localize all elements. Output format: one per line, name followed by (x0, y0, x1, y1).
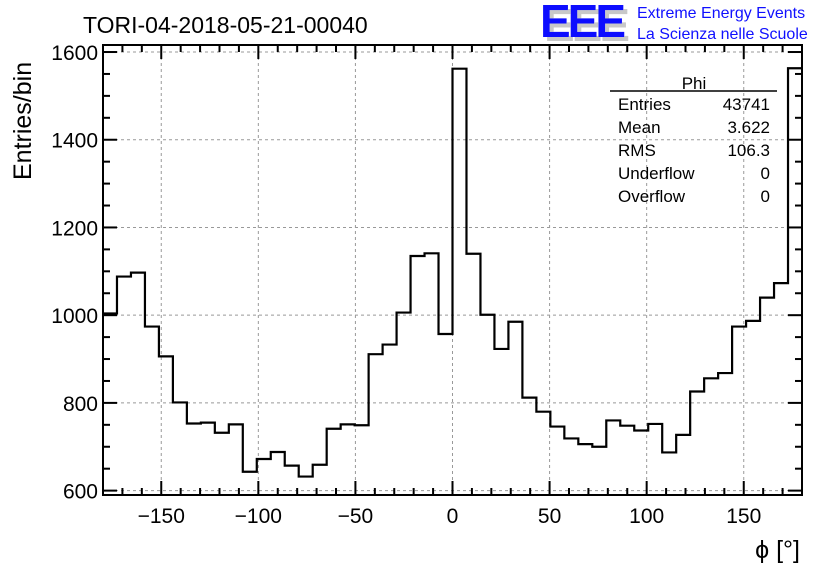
stats-label: Mean (618, 118, 661, 137)
stats-label: Entries (618, 95, 671, 114)
histogram-bin (187, 424, 201, 495)
histogram-bin (788, 68, 802, 495)
histogram-bin (229, 424, 243, 495)
histogram-bin (620, 426, 634, 495)
histogram-bin (746, 321, 760, 495)
eee-logo: EEE Extreme Energy Events La Scienza nel… (540, 0, 808, 47)
stats-value: 106.3 (727, 141, 770, 160)
histogram-bin (648, 424, 662, 495)
histogram-bin (327, 429, 341, 495)
histogram-bin (131, 273, 145, 495)
histogram-bin (425, 253, 439, 495)
x-tick-label: 50 (538, 505, 561, 528)
histogram-bin (355, 425, 369, 495)
histogram-outline (103, 67, 802, 478)
x-tick-label: 150 (726, 505, 761, 528)
x-axis-label: ϕ [°] (755, 536, 800, 564)
histogram-bin (522, 398, 536, 495)
histogram-bin (760, 298, 774, 495)
histogram-bin (480, 315, 494, 495)
x-tick-label: 0 (447, 505, 459, 528)
histogram-bin (564, 438, 578, 495)
histogram-bin (201, 423, 215, 495)
histogram-bin (550, 427, 564, 495)
histogram-bin (117, 277, 131, 495)
stats-label: Overflow (618, 187, 686, 206)
histogram-bin (592, 447, 606, 495)
y-tick-label: 1600 (51, 42, 98, 65)
axes: −150 −100 −50 0 50 100 150 600 800 1000 1200 1400 16… (51, 42, 803, 528)
histogram-bin (578, 444, 592, 495)
x-tick-label: 100 (629, 505, 664, 528)
histogram-bin (341, 424, 355, 495)
histogram-bin (383, 345, 397, 495)
histogram-bin (466, 254, 480, 495)
y-tick-label: 1400 (51, 130, 98, 153)
y-tick-label: 800 (63, 393, 98, 416)
x-tick-label: −50 (338, 505, 374, 528)
x-tick-label: −100 (235, 505, 282, 528)
histogram-bin (173, 402, 187, 495)
stats-value: 3.622 (727, 118, 770, 137)
stats-label: Underflow (618, 164, 695, 183)
y-tick-label: 1000 (51, 305, 98, 328)
histogram-bin (494, 349, 508, 495)
logo-line-1: Extreme Energy Events (637, 5, 805, 22)
y-tick-label: 600 (63, 481, 98, 504)
histogram-bin (439, 334, 453, 495)
histogram-bin (145, 327, 159, 495)
histogram-bin (718, 373, 732, 495)
histogram-bin (536, 412, 550, 495)
histogram-bin (215, 433, 229, 495)
stats-box: Phi Entries 43741 Mean 3.622 RMS 106.3 Underfl… (610, 74, 777, 206)
histogram-bin (369, 354, 383, 495)
y-tick-label: 1200 (51, 217, 98, 240)
histogram-bin (690, 391, 704, 495)
histogram-bin (676, 435, 690, 495)
histogram-bin (243, 472, 257, 495)
stats-label: RMS (618, 141, 656, 160)
histogram-bin (299, 477, 313, 495)
stats-title: Phi (682, 74, 707, 93)
chart-title: TORI-04-2018-05-21-00040 (83, 12, 368, 38)
histogram-bin (704, 378, 718, 495)
histogram-bin (662, 452, 676, 495)
histogram-bin (453, 69, 467, 495)
stats-value: 43741 (723, 95, 770, 114)
y-axis-label: Entries/bin (9, 62, 37, 180)
logo-letters: EEE (540, 0, 624, 47)
logo-line-2: La Scienza nelle Scuole (637, 26, 808, 43)
stats-value: 0 (761, 164, 770, 183)
histogram-bin (397, 313, 411, 495)
x-tick-label: −150 (138, 505, 185, 528)
stats-value: 0 (761, 187, 770, 206)
histogram-bars (103, 67, 802, 495)
histogram-bin (411, 256, 425, 495)
histogram-bin (508, 322, 522, 495)
histogram-bin (606, 420, 620, 495)
